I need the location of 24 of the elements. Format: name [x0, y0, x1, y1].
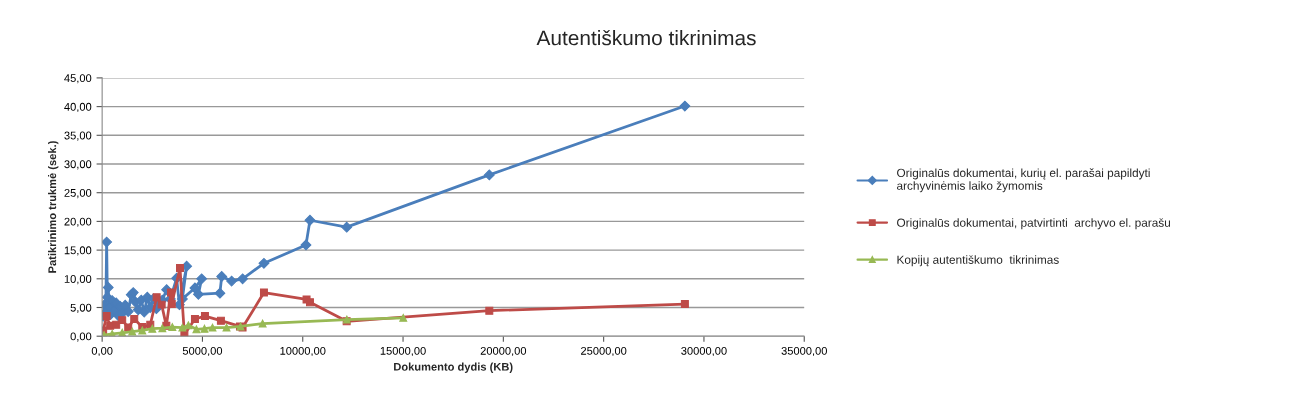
y-tick-label: 35,00: [64, 131, 92, 141]
y-tick-label: 5,00: [70, 303, 92, 313]
y-tick-label: 45,00: [64, 74, 92, 84]
x-tick-label: 5000,00: [182, 346, 223, 357]
x-tick-label: 20000,00: [480, 346, 527, 357]
legend-label: Originalūs dokumentai, kurių el. parašai papildyti archyvinėmis laiko žymomis: [897, 168, 1150, 193]
y-tick-label: 0,00: [70, 332, 92, 342]
x-tick-label: 0,00: [91, 346, 113, 357]
y-tick-label: 15,00: [64, 246, 92, 256]
x-tick-label: 35000,00: [781, 346, 827, 357]
legend-label: Kopijų autentiškumo tikrinimas: [897, 255, 1059, 267]
x-axis-title: Dokumento dydis (KB): [394, 362, 513, 373]
x-tick-label: 30000,00: [681, 346, 727, 357]
x-tick-label: 15000,00: [380, 346, 426, 357]
x-tick-label: 10000,00: [280, 346, 326, 357]
y-tick-label: 20,00: [64, 217, 92, 227]
y-tick-label: 25,00: [64, 188, 92, 199]
y-tick-label: 40,00: [64, 102, 92, 113]
y-tick-label: 30,00: [64, 160, 92, 170]
legend-label: Originalūs dokumentai, patvirtinti archyvo el. parašu: [897, 218, 1170, 230]
y-axis-title: Patikrinimo trukmė (sek.): [48, 141, 59, 273]
y-tick-label: 10,00: [64, 275, 92, 285]
x-tick-label: 25000,00: [581, 346, 627, 357]
chart-title: Autentiškumo tikrinimas: [536, 29, 756, 46]
